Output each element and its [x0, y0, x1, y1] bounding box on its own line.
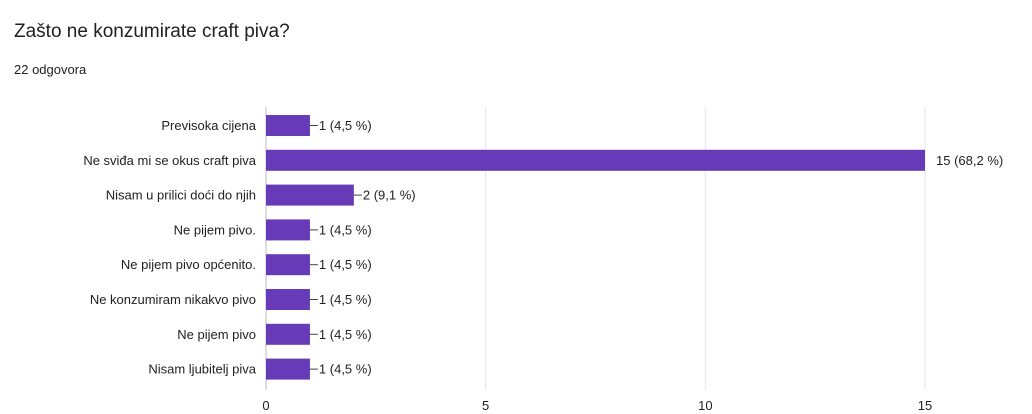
x-tick-label: 5	[482, 398, 489, 413]
bar	[266, 289, 310, 310]
bar	[266, 184, 354, 206]
data-label: 1 (4,5 %)	[319, 222, 372, 237]
data-label: 1 (4,5 %)	[319, 327, 372, 342]
data-label: 1 (4,5 %)	[319, 292, 372, 307]
grid-lines	[265, 107, 926, 390]
bars	[266, 115, 925, 380]
x-tick-label: 10	[698, 398, 712, 413]
x-tick-label: 0	[262, 398, 269, 413]
data-label: 15 (68,2 %)	[936, 153, 1003, 168]
data-label: 2 (9,1 %)	[363, 188, 416, 203]
chart-title: Zašto ne konzumirate craft piva?	[14, 21, 290, 42]
category-label: Ne pijem pivo.	[174, 222, 256, 237]
category-label: Nisam ljubitelj piva	[148, 362, 256, 377]
category-label: Ne konzumiram nikakvo pivo	[90, 292, 256, 307]
category-label: Previsoka cijena	[161, 118, 256, 133]
category-label: Ne pijem pivo općenito.	[121, 257, 256, 272]
bar	[266, 115, 310, 136]
x-tick-label: 15	[918, 398, 932, 413]
bar	[266, 219, 310, 241]
category-label: Ne pijem pivo	[177, 327, 256, 342]
category-label: Ne sviđa mi se okus craft piva	[83, 153, 256, 168]
data-label: 1 (4,5 %)	[319, 118, 372, 133]
bar	[266, 358, 310, 380]
data-label: 1 (4,5 %)	[319, 362, 372, 377]
response-count: 22 odgovora	[14, 62, 87, 77]
labels: 0 5 10 15 Previsoka cijena 1 (4,5 %) Ne sviđa …	[83, 118, 1003, 413]
bar	[266, 323, 310, 345]
data-label: 1 (4,5 %)	[319, 257, 372, 272]
bar	[266, 149, 925, 171]
category-label: Nisam u prilici doći do njih	[106, 188, 256, 203]
bar	[266, 254, 310, 276]
